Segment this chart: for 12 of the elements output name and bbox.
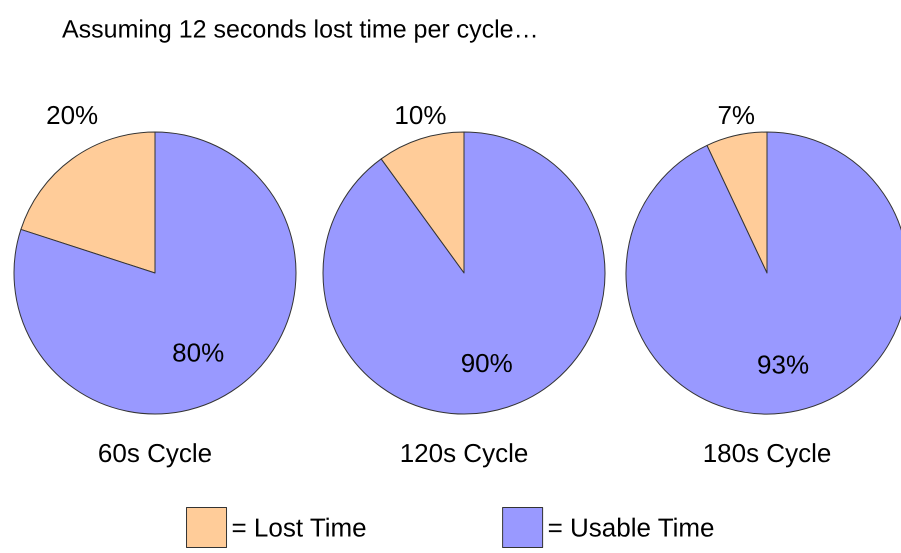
text: 120s Cycle	[400, 438, 528, 468]
legend-label: = Usable Time	[548, 512, 715, 542]
data-label: 80%	[172, 337, 224, 368]
data-label: 10%	[394, 100, 446, 130]
data-label: 93%	[757, 350, 810, 380]
data-label: 20%	[46, 100, 98, 130]
data-label: 7%	[717, 100, 756, 130]
legend-label: = Lost Time	[232, 512, 367, 542]
text: 180s Cycle	[702, 438, 832, 468]
chart-title: Assuming 12 seconds lost time per cycle…	[62, 16, 539, 44]
data-label: 90%	[460, 348, 513, 378]
text: 60s Cycle	[98, 438, 212, 468]
